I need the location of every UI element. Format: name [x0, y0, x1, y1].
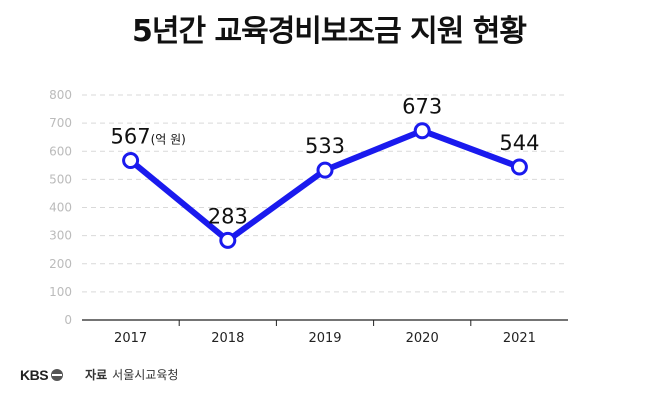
- x-tick-label: 2017: [114, 331, 147, 346]
- data-label: 544: [499, 131, 539, 155]
- x-tick-label: 2018: [211, 331, 244, 346]
- source-value: 서울시교육청: [112, 368, 179, 382]
- source-credit: 자료 서울시교육청: [85, 366, 178, 383]
- y-tick-label: 300: [49, 229, 72, 243]
- kbs-logo-text: KBS: [20, 366, 49, 383]
- source-label: 자료: [85, 368, 108, 382]
- data-label: 533: [305, 134, 345, 158]
- y-tick-label: 400: [49, 201, 72, 215]
- y-tick-label: 700: [49, 116, 72, 130]
- x-tick-label: 2021: [503, 331, 536, 346]
- x-tick-label: 2019: [308, 331, 341, 346]
- kbs-emblem-icon: [51, 368, 64, 381]
- x-tick-label: 2020: [406, 331, 439, 346]
- footer: KBS 자료 서울시교육청: [20, 366, 178, 383]
- y-tick-label: 500: [49, 172, 72, 186]
- chart-title: 5년간 교육경비보조금 지원 현황: [131, 14, 527, 49]
- y-tick-label: 0: [64, 313, 72, 327]
- y-tick-label: 800: [49, 88, 72, 102]
- y-tick-label: 600: [49, 144, 72, 158]
- data-point: [316, 161, 334, 179]
- data-point: [413, 122, 431, 140]
- data-point: [219, 231, 237, 249]
- data-label: 567: [111, 125, 151, 149]
- data-point: [510, 158, 528, 176]
- kbs-logo: KBS: [20, 366, 64, 383]
- y-tick-label: 200: [49, 257, 72, 271]
- data-label: 673: [402, 95, 442, 119]
- y-tick-label: 100: [49, 285, 72, 299]
- data-point: [122, 152, 140, 170]
- unit-label: (억 원): [151, 133, 186, 147]
- data-label: 283: [208, 204, 248, 228]
